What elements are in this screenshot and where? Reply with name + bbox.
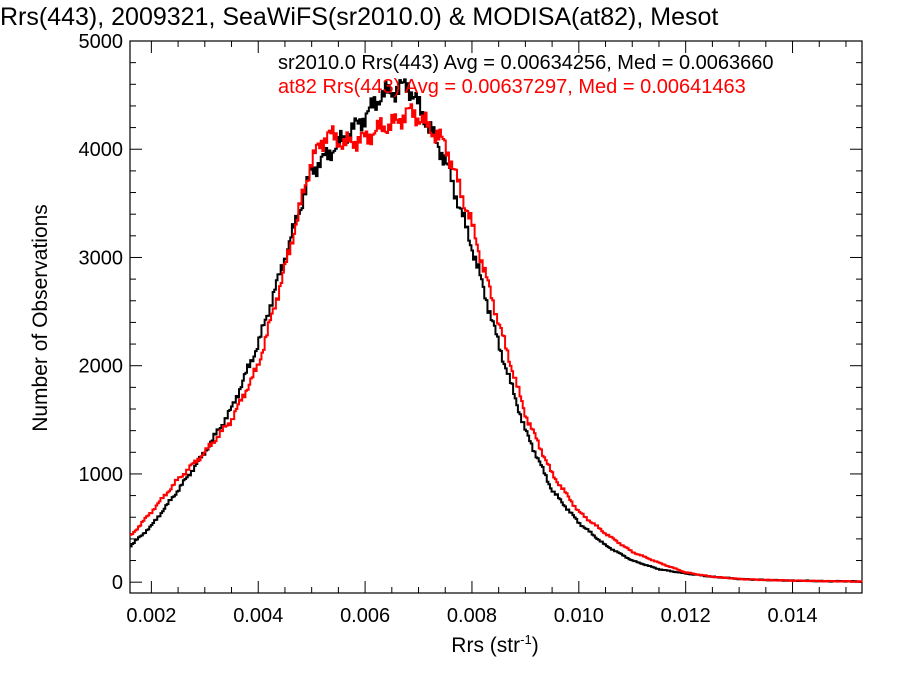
legend-entry-sr2010.0: sr2010.0 Rrs(443) Avg = 0.00634256, Med … [278,52,774,74]
x-tick-label: 0.002 [126,605,176,627]
series-layer [130,78,863,583]
x-tick-label: 0.008 [447,605,497,627]
x-tick-label: 0.004 [233,605,283,627]
x-axis-label-superscript: -1 [520,632,532,647]
x-tick-label: 0.012 [661,605,711,627]
plot-border [129,40,863,594]
y-axis-label: Number of Observations [29,204,52,432]
y-tick-label: 4000 [79,139,124,161]
x-tick-label: 0.014 [768,605,818,627]
series-line-at82 [130,103,863,583]
y-tick-label: 2000 [79,356,124,378]
x-axis-label-text: Rrs (str [451,634,520,657]
y-tick-label: 1000 [79,464,124,486]
x-axis-label: Rrs (str-1) [451,632,538,657]
y-tick-label: 3000 [79,247,124,269]
axis-ticks [130,40,862,593]
series-line-sr2010.0 [130,78,863,583]
x-axis-label-close: ) [532,634,539,657]
plot-frame [129,40,863,594]
chart-title: Rrs(443), 2009321, SeaWiFS(sr2010.0) & M… [0,3,718,31]
y-tick-label: 5000 [79,31,124,53]
x-tick-label: 0.006 [340,605,390,627]
x-tick-label: 0.010 [554,605,604,627]
y-tick-label: 0 [112,572,123,594]
axis-tick-labels: 0.002 0.004 0.006 0.008 0.010 0.012 0.014 0 1000… [79,31,818,627]
legend: sr2010.0 Rrs(443) Avg = 0.00634256, Med … [278,52,774,98]
legend-entry-at82: at82 Rrs(443) Avg = 0.00637297, Med = 0.… [278,76,746,98]
